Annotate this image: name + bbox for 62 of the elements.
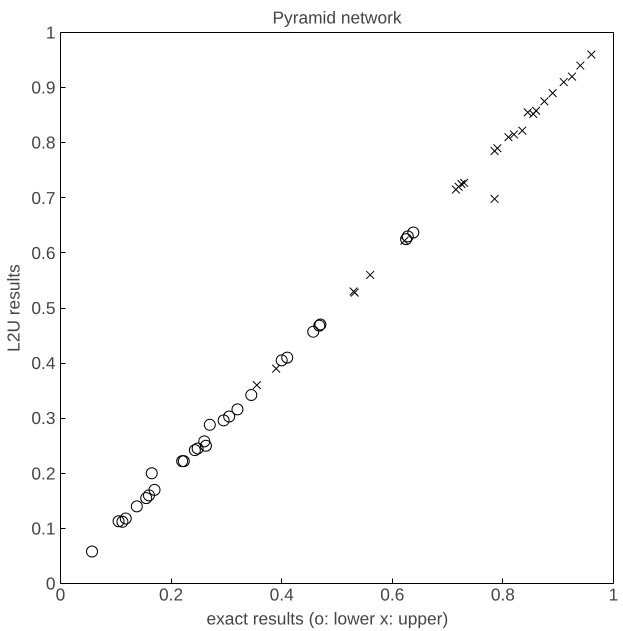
point (198, 435, 210, 448)
point (116, 516, 128, 528)
point (112, 515, 125, 528)
y-tick-label: 0.6 (31, 242, 56, 263)
point (568, 72, 576, 81)
point (120, 512, 132, 524)
point (142, 489, 155, 502)
point (204, 418, 216, 431)
point (576, 61, 585, 70)
point (218, 414, 230, 426)
point (518, 126, 527, 135)
y-tick-label: 0.8 (31, 132, 56, 153)
x-tick-label: 1 (608, 584, 618, 604)
y-tick-label: 0.7 (31, 188, 56, 208)
chart-title: Pyramid network (272, 8, 402, 28)
point (366, 270, 375, 280)
point (490, 146, 499, 156)
point (188, 444, 201, 456)
point (86, 546, 98, 558)
point (402, 230, 414, 242)
point (407, 226, 420, 238)
point (272, 364, 281, 373)
point (490, 194, 499, 204)
point (245, 389, 258, 402)
y-tick-label: 0.4 (31, 353, 56, 374)
point (492, 144, 502, 153)
point (548, 88, 558, 98)
point (200, 440, 212, 452)
point (400, 233, 412, 246)
point (510, 130, 518, 139)
point (504, 132, 513, 142)
x-tick-label: 0.8 (490, 584, 515, 604)
point (140, 492, 152, 504)
y-tick-label: 0.2 (31, 463, 56, 484)
y-tick-label: 1 (46, 22, 56, 42)
point (586, 50, 596, 59)
y-tick-label: 0.3 (31, 408, 56, 428)
y-tick-label: 0.1 (31, 518, 56, 538)
point (307, 326, 320, 338)
point (457, 180, 466, 188)
x-tick-label: 0.2 (159, 584, 184, 604)
point (130, 500, 143, 512)
point (146, 467, 158, 480)
point (252, 380, 262, 390)
point (148, 484, 161, 496)
point (559, 78, 568, 86)
point (276, 354, 288, 366)
point (192, 442, 204, 454)
point (460, 178, 469, 188)
y-axis-title: L2U results (3, 264, 24, 352)
point (400, 236, 409, 246)
x-axis-title: exact results (o: lower x: upper) (206, 608, 448, 628)
point (281, 352, 294, 364)
y-tick-label: 0.5 (31, 298, 56, 318)
point (223, 410, 236, 423)
x-tick-label: 0.4 (270, 584, 294, 604)
point (452, 185, 460, 194)
point (540, 96, 549, 106)
y-tick-label: 0.9 (31, 78, 56, 98)
point (231, 403, 244, 416)
point (454, 182, 464, 192)
x-tick-label: 0.6 (380, 584, 404, 604)
